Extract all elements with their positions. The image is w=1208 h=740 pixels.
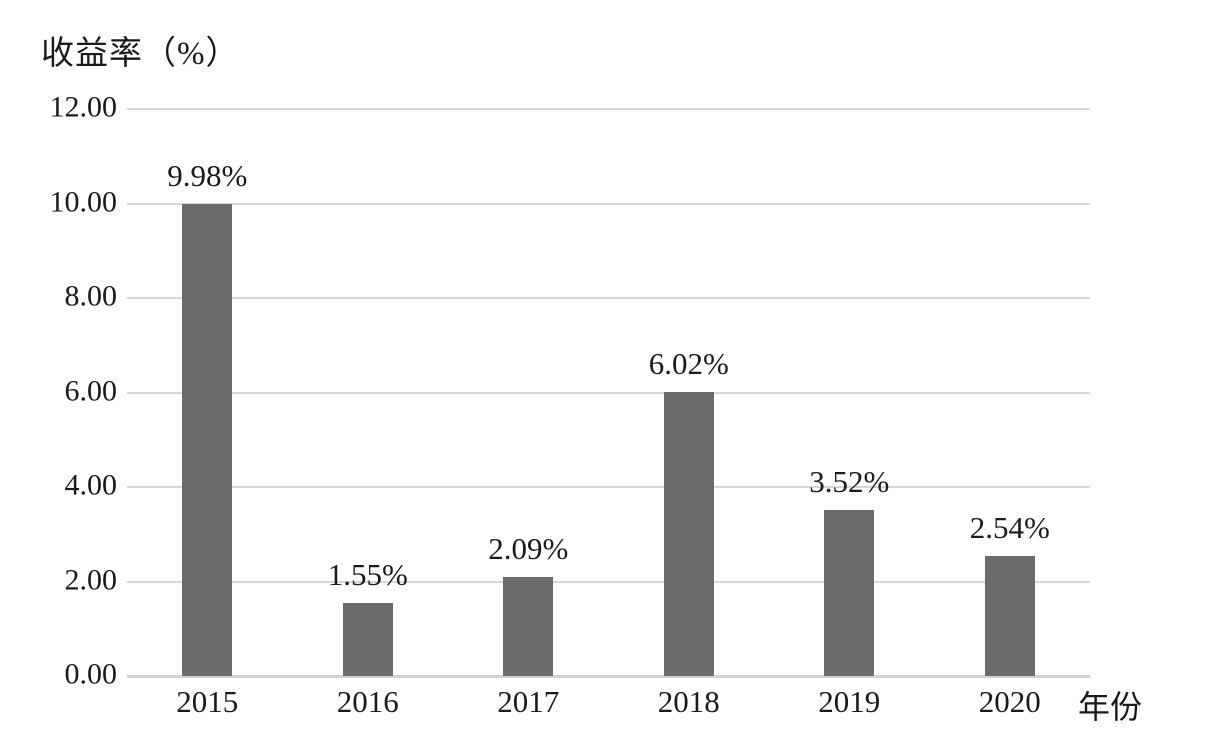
bar-value-label: 3.52%	[809, 463, 890, 499]
gridline	[127, 202, 1090, 205]
bar	[503, 577, 554, 676]
x-tick-label: 2015	[176, 684, 239, 719]
bar	[663, 391, 714, 676]
bar	[824, 509, 875, 676]
bar-value-label: 9.98%	[167, 158, 248, 194]
x-tick-label: 2019	[818, 684, 881, 719]
gridline	[127, 297, 1090, 299]
y-axis: 0.00 2.00 4.00 6.00 8.00 10.00 12.00	[0, 91, 118, 691]
x-axis-unit-label: 年份	[1078, 689, 1143, 725]
chart-title: 收益率（%）	[41, 36, 240, 72]
plot-area: 9.98% 1.55% 2.09% 6.02% 3.52% 2.54%	[127, 108, 1090, 678]
y-tick-label: 0.00	[64, 657, 118, 691]
y-tick-label: 12.00	[49, 90, 118, 124]
bar-value-label: 1.55%	[327, 556, 408, 592]
x-tick-label: 2020	[978, 684, 1041, 719]
bar-value-label: 2.54%	[969, 510, 1050, 545]
x-tick-label: 2017	[497, 684, 560, 719]
bar	[182, 204, 233, 676]
gridline	[127, 486, 1090, 488]
x-tick-label: 2016	[336, 684, 399, 719]
y-tick-label: 4.00	[64, 468, 118, 502]
bar-value-label: 2.09%	[488, 531, 569, 567]
y-tick-label: 6.00	[64, 374, 118, 408]
gridline	[127, 580, 1090, 583]
y-tick-label: 8.00	[64, 279, 118, 313]
bar-value-label: 6.02%	[648, 345, 729, 381]
gridline	[127, 391, 1090, 394]
bar	[342, 602, 393, 676]
x-axis: 2015 2016 2017 2018 2019 2020	[127, 684, 1090, 726]
x-tick-label: 2018	[657, 684, 720, 719]
gridline	[127, 108, 1090, 110]
y-tick-label: 10.00	[49, 185, 118, 219]
gridline	[127, 675, 1090, 678]
bar	[984, 556, 1035, 676]
y-tick-label: 2.00	[64, 563, 118, 597]
